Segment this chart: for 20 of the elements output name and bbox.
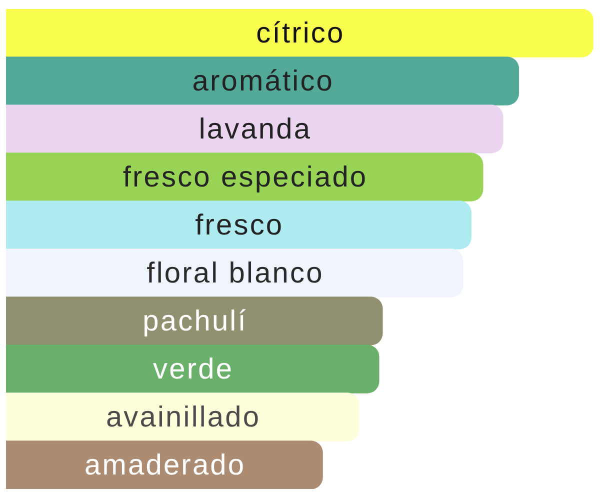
bar [6, 200, 472, 250]
y-tick-label: verde [152, 354, 234, 386]
bar [6, 344, 380, 394]
y-tick-label: aromático [192, 66, 334, 98]
y-tick-label: cítrico [256, 18, 345, 50]
y-tick-label: fresco especiado [122, 162, 368, 194]
bar [6, 440, 323, 489]
bar [6, 9, 594, 58]
bar [6, 392, 360, 442]
y-tick-label: amaderado [84, 450, 246, 482]
y-tick-label: pachulí [142, 306, 248, 338]
bar [6, 248, 464, 298]
bar [6, 152, 484, 202]
y-tick-label: avainillado [106, 402, 261, 434]
y-tick-label: fresco [195, 210, 284, 242]
y-tick-label: lavanda [198, 114, 312, 146]
bar [6, 56, 520, 106]
bar [6, 296, 383, 346]
bar [6, 104, 504, 154]
y-tick-label: floral blanco [146, 258, 324, 290]
